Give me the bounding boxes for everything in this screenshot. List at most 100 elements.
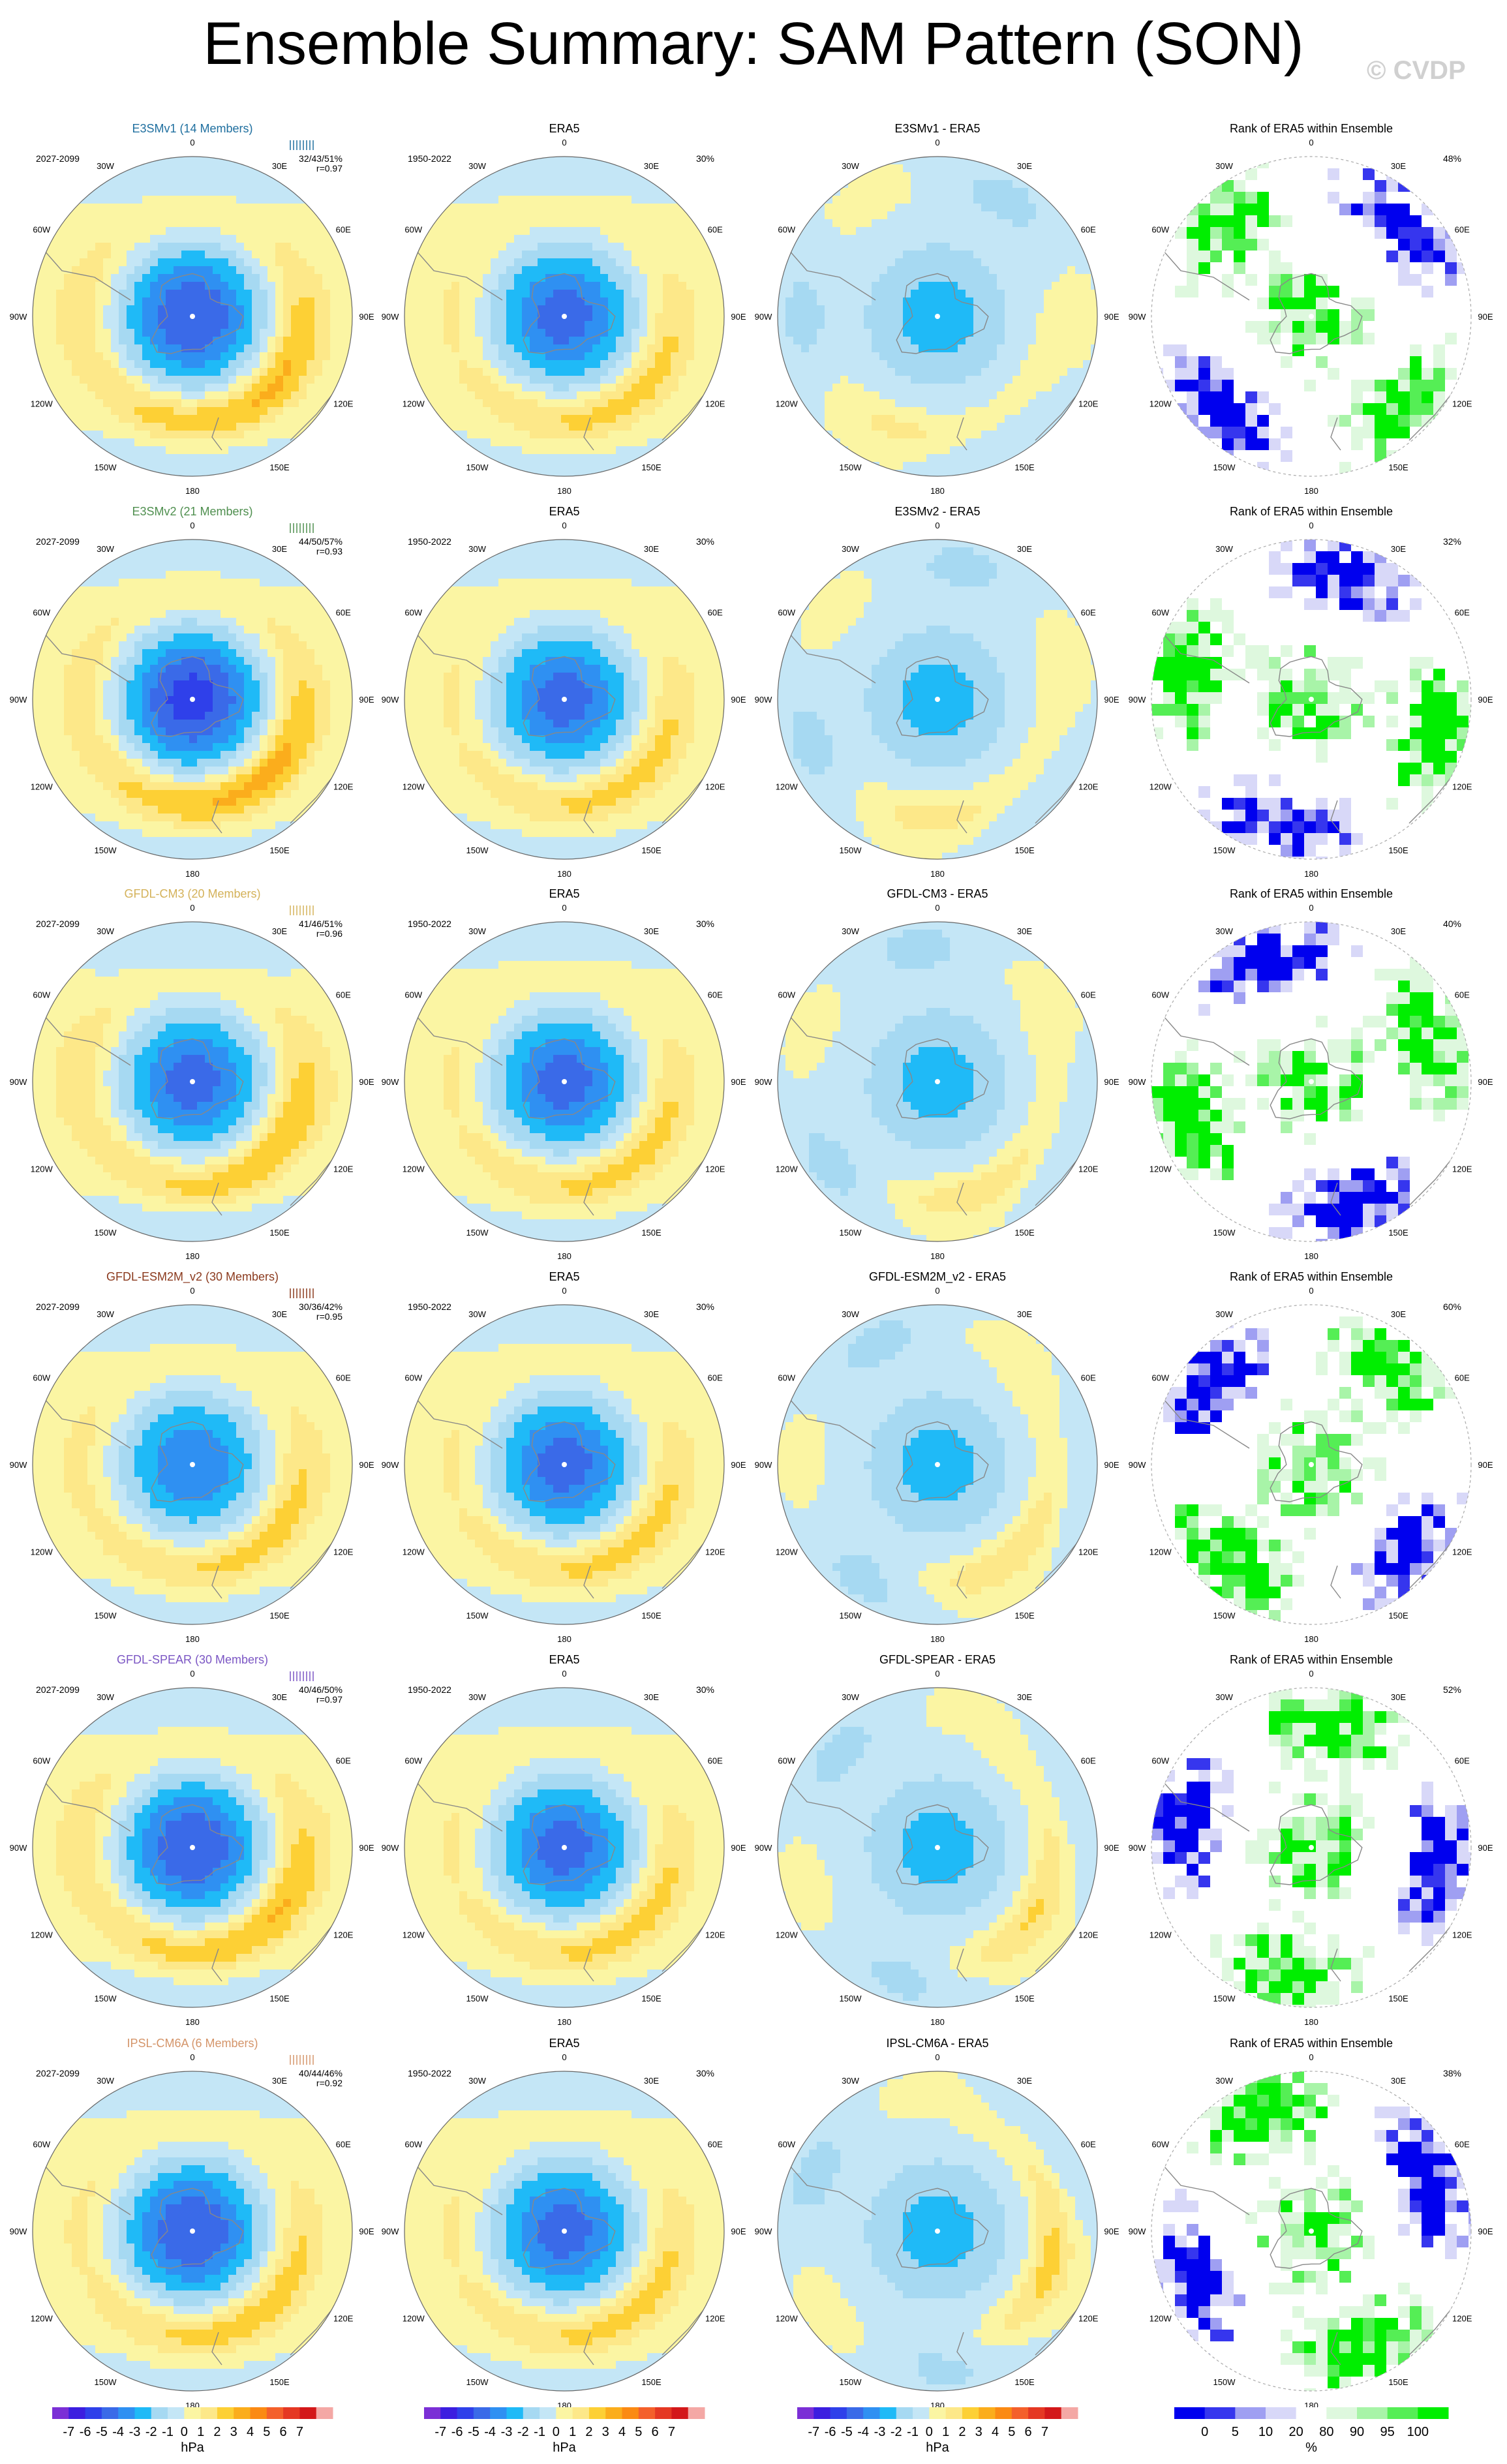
lon-label: 0 — [1309, 138, 1313, 147]
lon-label: 60E — [336, 1373, 351, 1383]
lon-label: 180 — [557, 2017, 571, 2027]
rank-panel: Rank of ERA5 within Ensemble 60% 0 30E 60E 90… — [1129, 1270, 1493, 1644]
lon-label: 150E — [641, 1611, 662, 1620]
colorbar-swatch — [234, 2407, 251, 2419]
lon-label: 120W — [31, 1164, 53, 1174]
rank-colorbar-tick-label: 80 — [1319, 2425, 1333, 2439]
colorbar-swatch — [134, 2407, 152, 2419]
lon-label: 90E — [731, 695, 746, 705]
lon-label: 60E — [1081, 1373, 1096, 1383]
colorbar-swatch — [1028, 2407, 1045, 2419]
colorbar-tick-label: 2 — [585, 2425, 592, 2439]
lon-label: 60W — [404, 1756, 422, 1766]
lon-label: 0 — [935, 521, 939, 530]
lon-label: 60W — [33, 225, 50, 235]
lon-label: 150E — [269, 463, 290, 472]
lon-label: 90E — [731, 1077, 746, 1087]
model-period: 2027-2099 — [36, 919, 80, 929]
model-title: E3SMv1 (14 Members) — [132, 122, 252, 135]
obs-period: 1950-2022 — [408, 1684, 451, 1695]
lon-label: 120E — [333, 399, 354, 409]
lon-label: 120E — [1452, 399, 1472, 409]
lon-label: 90E — [1104, 695, 1119, 705]
lon-label: 90W — [1129, 1843, 1146, 1853]
lon-label: 90E — [731, 1843, 746, 1853]
lon-label: 30E — [1391, 2076, 1406, 2086]
lon-label: 60W — [33, 1373, 50, 1383]
lon-label: 150W — [466, 1994, 489, 2003]
colorbar-swatch — [540, 2407, 556, 2419]
obs-pct: 30% — [696, 153, 714, 164]
lon-label: 120W — [403, 1930, 425, 1940]
lon-label: 150E — [269, 1228, 290, 1238]
colorbar-swatch — [671, 2407, 689, 2419]
lon-label: 30W — [842, 1692, 859, 1702]
lon-label: 180 — [930, 1251, 945, 1261]
lon-label: 120E — [1078, 1930, 1099, 1940]
colorbar-tick-label: -2 — [890, 2425, 902, 2439]
lon-label: 90W — [382, 312, 399, 322]
lon-label: 30W — [468, 926, 486, 936]
lon-label: 120E — [705, 399, 725, 409]
colorbar-tick-label: 1 — [197, 2425, 204, 2439]
lon-label: 120E — [1452, 1547, 1472, 1557]
diff-panel: GFDL-CM3 - ERA5 0 30E 60E 90E 120E 150E 180 150W… — [755, 887, 1119, 1261]
lon-label: 180 — [1304, 486, 1318, 496]
diff-title: E3SMv2 - ERA5 — [894, 505, 980, 518]
lon-label: 120W — [1149, 1547, 1172, 1557]
lon-label: 180 — [185, 486, 200, 496]
lon-label: 0 — [1309, 1669, 1313, 1679]
lon-label: 30E — [272, 2076, 287, 2086]
lon-label: 30E — [1391, 1692, 1406, 1702]
lon-label: 150E — [269, 1611, 290, 1620]
colorbar-tick-label: -7 — [808, 2425, 819, 2439]
colorbar-tick-label: -4 — [112, 2425, 124, 2439]
lon-label: 120W — [776, 2314, 799, 2324]
model-panel: E3SMv1 (14 Members) 2027-2099 32/43/51%r=0… — [10, 122, 374, 496]
colorbar-swatch — [250, 2407, 267, 2419]
lon-label: 30W — [1215, 161, 1233, 171]
rank-pct: 48% — [1443, 153, 1461, 164]
colorbar-tick-label: -1 — [534, 2425, 545, 2439]
lon-label: 120W — [403, 2314, 425, 2324]
lon-label: 180 — [185, 2017, 200, 2027]
lon-label: 120W — [776, 1164, 799, 1174]
lon-label: 90W — [1129, 1077, 1146, 1087]
rank-colorbar-swatch — [1266, 2407, 1297, 2419]
lon-label: 90W — [755, 1077, 772, 1087]
lon-label: 120E — [333, 1547, 354, 1557]
colorbar: -7 -6 -5 -4 -3 -2 -1 0 1 2 3 4 5 6 7 hPa — [797, 2407, 1078, 2455]
lon-label: 90W — [382, 2227, 399, 2236]
diff-title: IPSL-CM6A - ERA5 — [886, 2037, 988, 2050]
colorbar-swatch — [913, 2407, 930, 2419]
lon-label: 180 — [930, 1634, 945, 1644]
obs-panel: ERA5 1950-2022 30% 0 30E 60E 90E 120E 150E 180 150… — [382, 505, 746, 879]
colorbar-tick-label: -4 — [484, 2425, 496, 2439]
lon-label: 60E — [1455, 1756, 1470, 1766]
lon-label: 0 — [935, 1286, 939, 1296]
rank-title: Rank of ERA5 within Ensemble — [1230, 1270, 1393, 1283]
rank-pct: 40% — [1443, 919, 1461, 929]
rank-title: Rank of ERA5 within Ensemble — [1230, 122, 1393, 135]
colorbar-tick-label: -5 — [96, 2425, 108, 2439]
lon-label: 90W — [755, 1460, 772, 1470]
lon-label: 90W — [1129, 1460, 1146, 1470]
lon-label: 60E — [1455, 2140, 1470, 2150]
model-title: IPSL-CM6A (6 Members) — [127, 2037, 258, 2050]
colorbar-unit: hPa — [181, 2441, 204, 2455]
colorbar-swatch — [655, 2407, 672, 2419]
lon-label: 90E — [359, 1460, 374, 1470]
lon-label: 60E — [1081, 225, 1096, 235]
lon-label: 120W — [403, 1547, 425, 1557]
lon-label: 60E — [1081, 990, 1096, 1000]
diff-panel: GFDL-SPEAR - ERA5 0 30E 60E 90E 120E 150E 180 15… — [755, 1653, 1119, 2027]
obs-period: 1950-2022 — [408, 2068, 451, 2078]
lon-label: 60W — [33, 2140, 50, 2150]
colorbar-swatch — [846, 2407, 864, 2419]
lon-label: 90E — [1478, 312, 1493, 322]
model-correlation: r=0.93 — [316, 546, 342, 556]
lon-label: 120W — [403, 399, 425, 409]
colorbar-tick-label: -7 — [434, 2425, 446, 2439]
lon-label: 90W — [1129, 2227, 1146, 2236]
lon-label: 90E — [1478, 2227, 1493, 2236]
